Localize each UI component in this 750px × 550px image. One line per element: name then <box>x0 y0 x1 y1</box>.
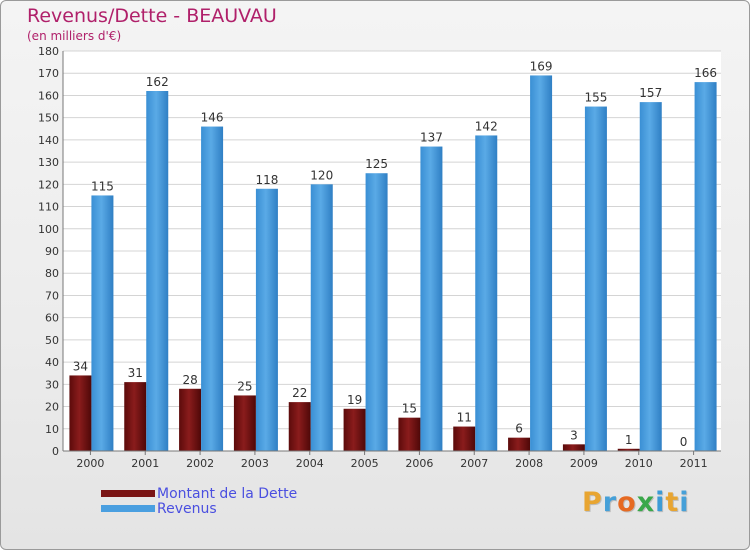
y-axis: 0 10 20 30 40 50 60 70 80 90 100 110 120 130 140 150 160… <box>38 45 64 458</box>
data-label-revenue: 169 <box>530 59 553 73</box>
x-tick-label: 2002 <box>186 457 214 470</box>
data-label-revenue: 125 <box>365 157 388 171</box>
logo-letter: x <box>636 487 656 518</box>
bar-revenue <box>255 188 278 451</box>
chart-subtitle: (en milliers d'€) <box>27 29 122 43</box>
bar-revenue <box>420 146 443 452</box>
bar-debt <box>233 395 256 451</box>
y-tick-label: 10 <box>45 423 59 436</box>
bar-debt <box>508 437 531 451</box>
y-tick-label: 0 <box>52 445 59 458</box>
legend-swatch-revenue <box>101 505 155 512</box>
bar-revenue <box>365 173 388 451</box>
y-tick-label: 140 <box>38 134 59 147</box>
data-label-debt: 1 <box>625 433 633 447</box>
data-label-revenue: 137 <box>420 131 443 145</box>
bar-revenue <box>694 82 717 451</box>
bars: 3411531162281462511822120191251513711142… <box>69 59 717 452</box>
logo-letter: i <box>655 487 666 518</box>
x-tick-label: 2009 <box>570 457 598 470</box>
bar-debt <box>69 375 92 451</box>
bar-revenue <box>530 75 553 451</box>
logo-letter: o <box>617 487 637 518</box>
data-label-debt: 3 <box>570 428 578 442</box>
data-label-debt: 28 <box>182 373 197 387</box>
bar-debt <box>288 402 311 451</box>
logo-letter: t <box>665 487 680 518</box>
data-label-debt: 34 <box>73 359 88 373</box>
data-label-revenue: 155 <box>584 91 607 105</box>
x-tick-label: 2011 <box>680 457 708 470</box>
y-tick-label: 180 <box>38 45 59 58</box>
y-tick-label: 40 <box>45 356 59 369</box>
bar-revenue <box>91 195 114 451</box>
bar-debt <box>398 417 421 451</box>
y-tick-label: 150 <box>38 112 59 125</box>
y-tick-label: 160 <box>38 89 59 102</box>
y-tick-label: 80 <box>45 267 59 280</box>
x-tick-label: 2008 <box>515 457 543 470</box>
y-tick-label: 170 <box>38 67 59 80</box>
y-tick-label: 120 <box>38 178 59 191</box>
data-label-revenue: 166 <box>694 66 717 80</box>
bar-debt <box>617 448 640 451</box>
x-tick-label: 2010 <box>625 457 653 470</box>
data-label-revenue: 157 <box>639 86 662 100</box>
data-label-debt: 22 <box>292 386 307 400</box>
x-axis: 2000 2001 2002 2003 2004 2005 2006 2007 2008 2009… <box>63 450 721 470</box>
data-label-debt: 19 <box>347 393 362 407</box>
bar-debt <box>453 426 476 451</box>
data-label-debt: 0 <box>680 435 688 449</box>
y-tick-label: 100 <box>38 223 59 236</box>
x-tick-label: 2006 <box>405 457 433 470</box>
bar-revenue <box>201 126 224 452</box>
legend-swatch-debt <box>101 490 155 497</box>
bar-revenue <box>475 135 498 451</box>
x-tick-label: 2003 <box>241 457 269 470</box>
x-tick-label: 2000 <box>76 457 104 470</box>
legend-label-debt: Montant de la Dette <box>157 486 298 502</box>
data-label-debt: 11 <box>457 411 472 425</box>
data-label-debt: 15 <box>402 402 417 416</box>
data-label-revenue: 120 <box>310 168 333 182</box>
bar-debt <box>179 388 202 451</box>
y-tick-label: 130 <box>38 156 59 169</box>
legend-label-revenue: Revenus <box>157 501 217 517</box>
bar-revenue <box>584 106 607 452</box>
logo-letter: P <box>582 487 603 518</box>
x-tick-label: 2007 <box>460 457 488 470</box>
bar-debt <box>562 444 585 451</box>
x-tick-label: 2001 <box>131 457 159 470</box>
data-label-revenue: 115 <box>91 179 114 193</box>
bar-revenue <box>639 102 662 451</box>
grid-lines <box>63 50 721 452</box>
y-tick-label: 90 <box>45 245 59 258</box>
chart-title: Revenus/Dette - BEAUVAU <box>27 5 277 27</box>
data-label-debt: 6 <box>515 422 523 436</box>
y-tick-label: 20 <box>45 401 59 414</box>
y-tick-label: 30 <box>45 378 59 391</box>
logo-letter: i <box>679 487 690 518</box>
data-label-debt: 25 <box>237 379 252 393</box>
x-tick-label: 2004 <box>296 457 324 470</box>
bar-debt <box>124 382 147 451</box>
logo-letter: r <box>602 487 618 518</box>
y-tick-label: 50 <box>45 334 59 347</box>
bar-revenue <box>310 184 333 452</box>
y-tick-label: 110 <box>38 201 59 214</box>
data-label-revenue: 162 <box>146 75 169 89</box>
data-label-revenue: 118 <box>255 173 278 187</box>
data-label-revenue: 146 <box>201 111 224 125</box>
y-tick-label: 60 <box>45 312 59 325</box>
bar-debt <box>343 408 366 451</box>
data-label-revenue: 142 <box>475 119 498 133</box>
bar-revenue <box>146 91 169 451</box>
y-tick-label: 70 <box>45 289 59 302</box>
proxiti-logo: Proxiti <box>582 487 690 518</box>
x-tick-label: 2005 <box>351 457 379 470</box>
data-label-debt: 31 <box>128 366 143 380</box>
